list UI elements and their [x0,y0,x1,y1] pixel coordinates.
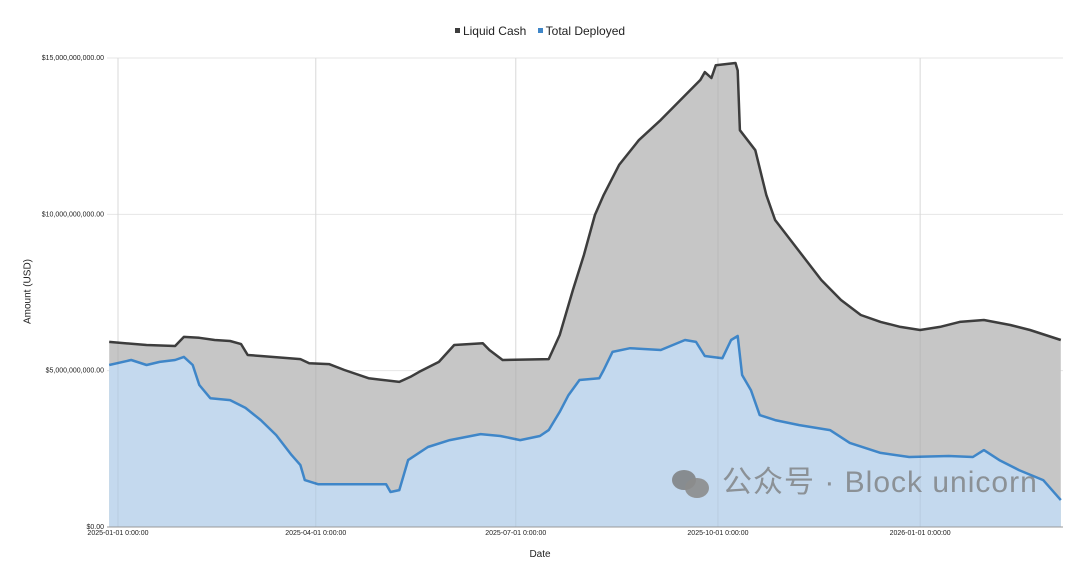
x-tick-label: 2025-04-01 0:00:00 [285,530,346,537]
series-line-total-deployed [108,334,1062,501]
series-line-liquid-cash [109,61,1062,384]
y-tick-label: $5,000,000,000.00 [46,368,104,375]
wechat-icon [672,468,710,498]
legend-swatch-icon [537,28,543,33]
y-tick-label: $15,000,000,000.00 [42,55,104,62]
x-tick-label: 2026-01-01 0:00:00 [890,530,951,537]
series-area-liquid-cash [109,63,1061,527]
legend-item-total-deployed[interactable]: Total Deployed [537,24,625,38]
x-axis-label: Date [529,549,551,560]
y-tick-label: $0.00 [86,524,104,531]
watermark: 公众号 · Block unicorn [672,466,1038,500]
watermark-text: 公众号 · Block unicorn [722,466,1038,499]
series-area-total-deployed [109,336,1061,527]
x-tick-label: 2025-01-01 0:00:00 [87,530,148,537]
x-tick-label: 2025-07-01 0:00:00 [485,530,546,537]
y-axis-label: Amount (USD) [22,259,34,325]
legend-item-liquid-cash[interactable]: Liquid Cash [454,24,526,38]
x-tick-label: 2025-10-01 0:00:00 [687,530,748,537]
legend: Liquid Cash Total Deployed [0,22,1080,38]
legend-swatch-icon [454,28,460,33]
y-tick-label: $10,000,000,000.00 [42,211,104,218]
